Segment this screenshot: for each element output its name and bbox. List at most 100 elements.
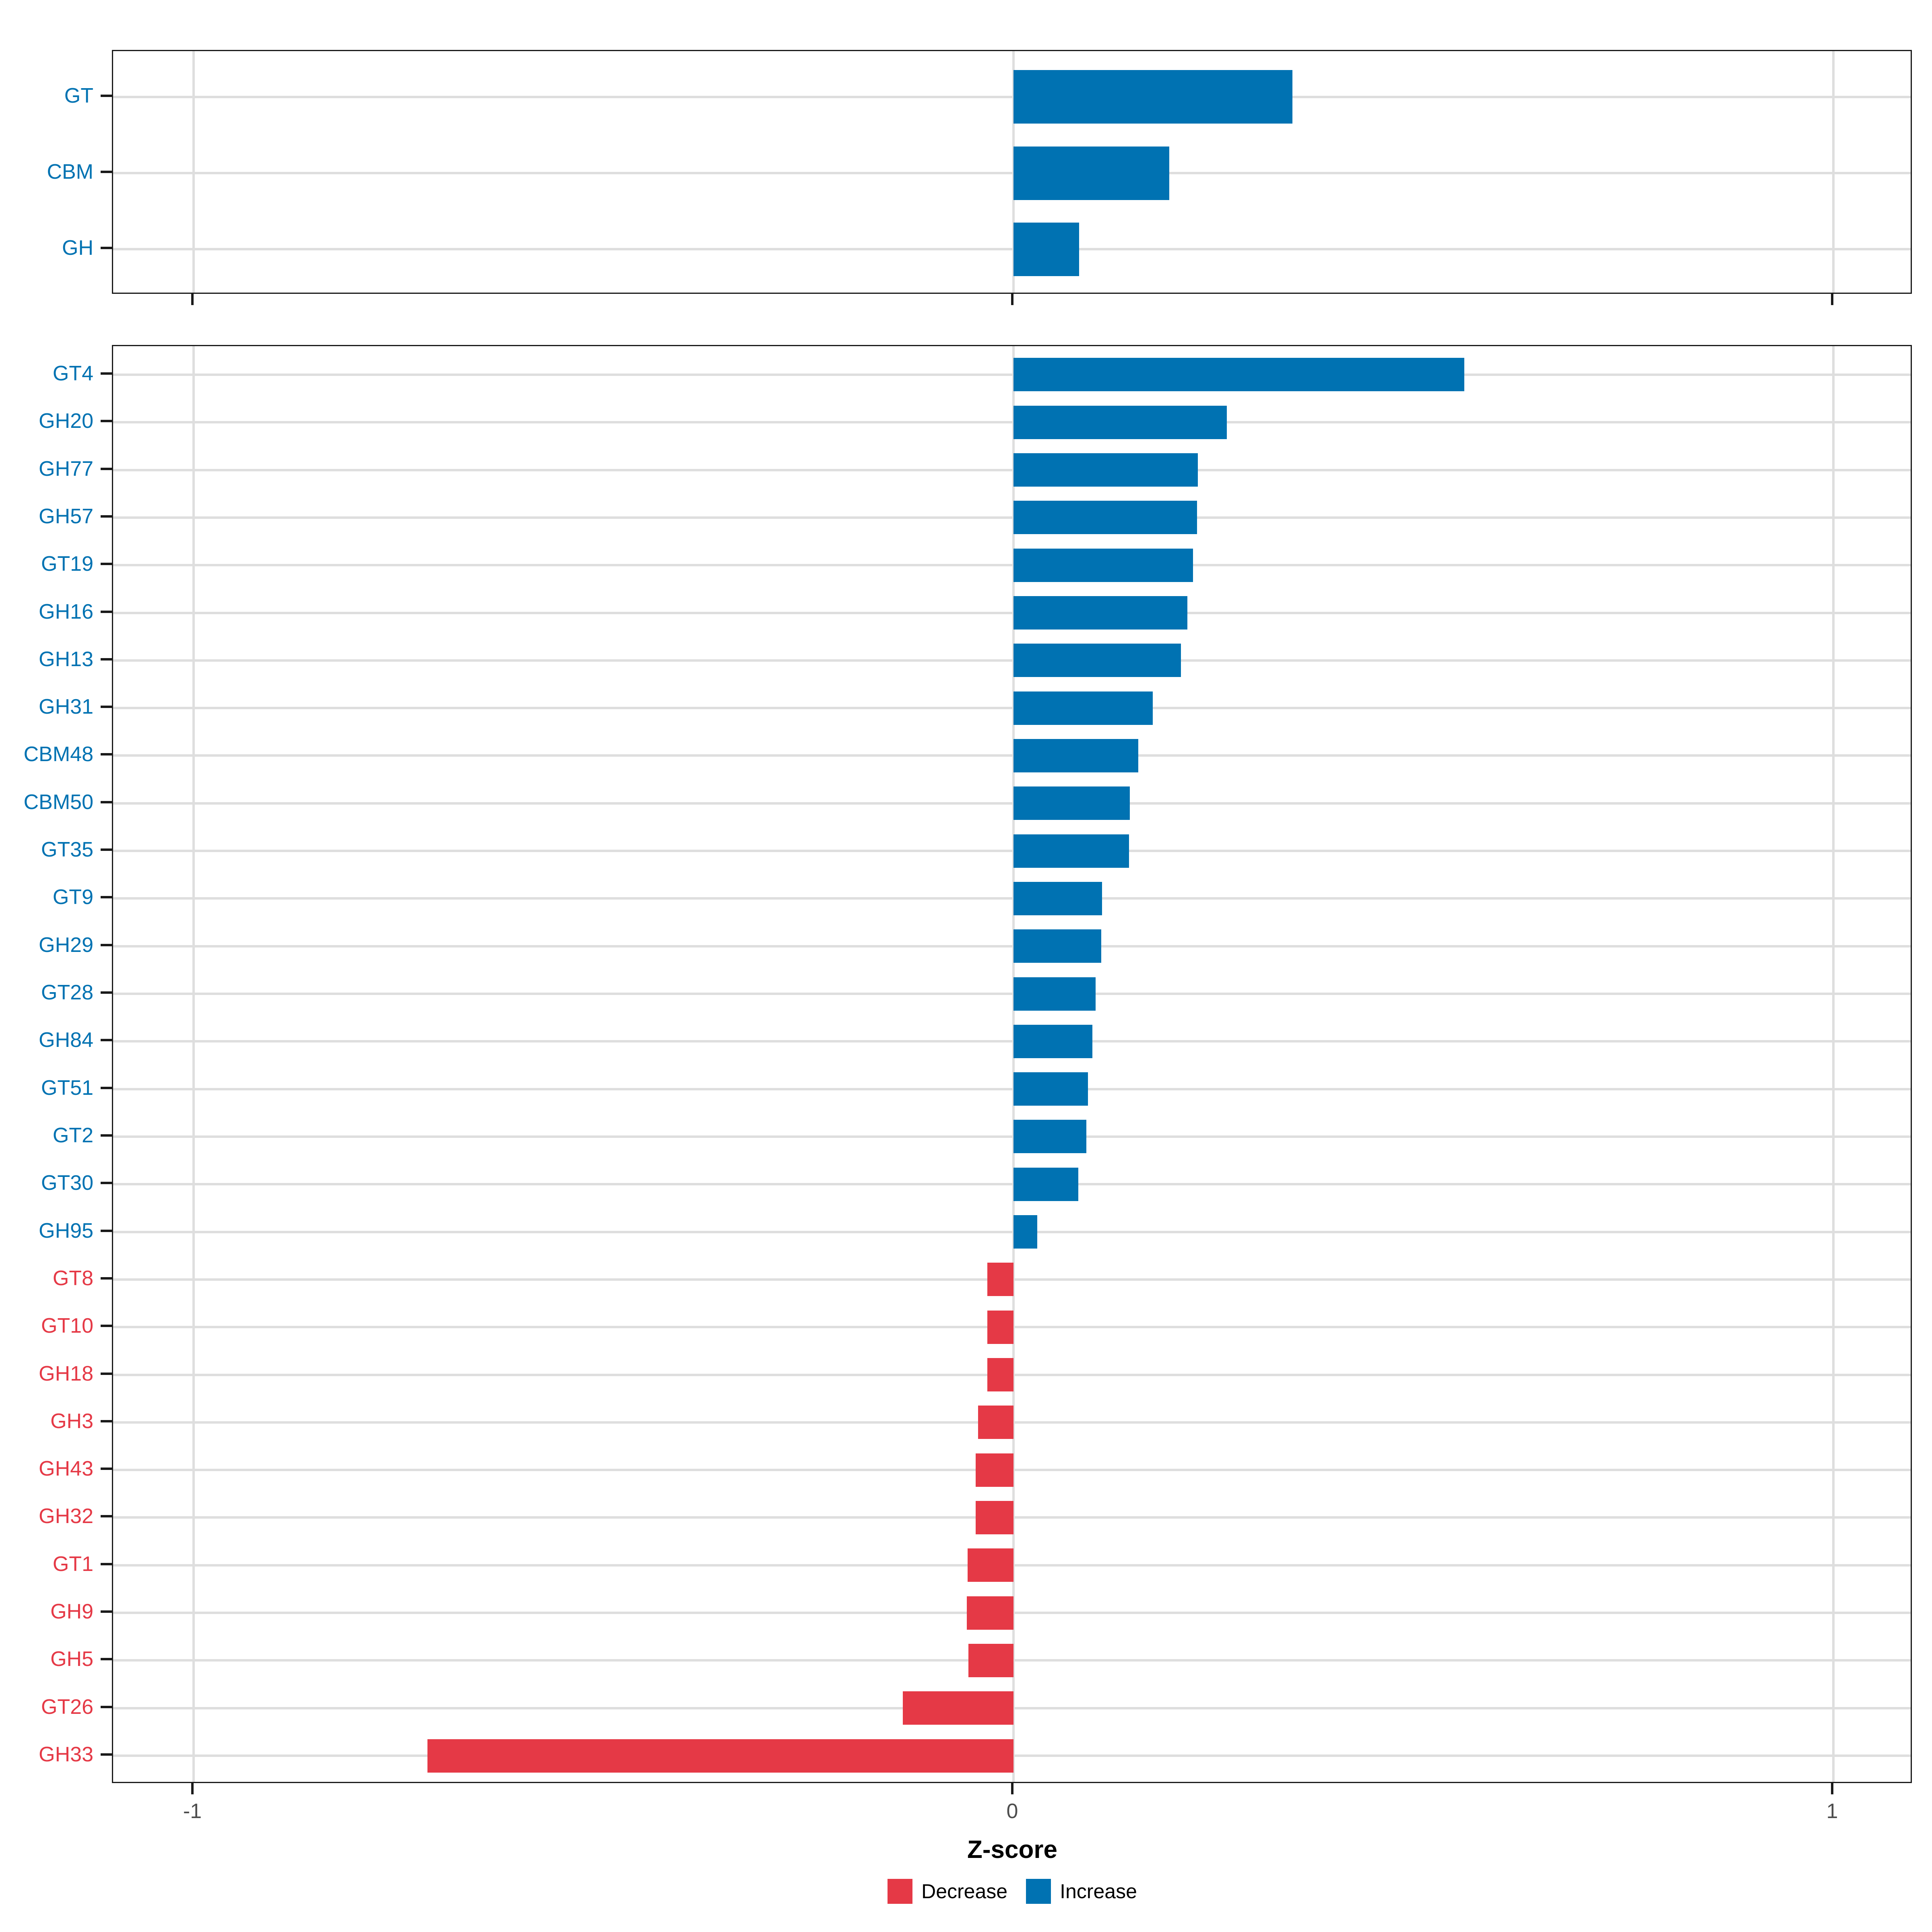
- y-tick-GT9: [101, 896, 112, 899]
- bar-GH18: [987, 1358, 1013, 1392]
- row-gridline-CBM: [113, 172, 1911, 174]
- bar-GH32: [976, 1501, 1013, 1534]
- category-label-GH16: GH16: [39, 600, 93, 623]
- y-tick-GH57: [101, 515, 112, 518]
- x-tick-label--1: -1: [183, 1800, 202, 1823]
- bar-GT4: [1013, 358, 1465, 392]
- category-label-GH57: GH57: [39, 504, 93, 528]
- row-gridline-GH13: [113, 659, 1911, 662]
- row-gridline-GH20: [113, 421, 1911, 424]
- x-tick-0-top: [1011, 294, 1013, 305]
- bar-GH57: [1013, 501, 1197, 535]
- row-gridline-GT4: [113, 373, 1911, 376]
- row-gridline-GT30: [113, 1183, 1911, 1186]
- category-label-GH: GH: [62, 236, 93, 260]
- y-tick-GT1: [101, 1563, 112, 1565]
- bar-GT2: [1013, 1120, 1087, 1154]
- category-label-GH77: GH77: [39, 457, 93, 481]
- row-gridline-GT9: [113, 897, 1911, 900]
- x-axis-title: Z-score: [967, 1836, 1057, 1864]
- increase-swatch-icon: [1026, 1879, 1051, 1904]
- y-tick-GT: [101, 94, 112, 97]
- bar-GH43: [976, 1453, 1013, 1487]
- bar-GH33: [427, 1739, 1013, 1773]
- x-tick-0: [1011, 1783, 1013, 1794]
- y-tick-CBM: [101, 171, 112, 173]
- row-gridline-GH: [113, 248, 1911, 251]
- bar-GH3: [978, 1406, 1013, 1439]
- y-tick-GH: [101, 247, 112, 250]
- vertical-gridline--1: [192, 346, 195, 1782]
- category-label-GH29: GH29: [39, 933, 93, 957]
- category-label-GT30: GT30: [41, 1171, 93, 1195]
- row-gridline-GH84: [113, 1040, 1911, 1043]
- row-gridline-GH29: [113, 945, 1911, 947]
- category-label-GT1: GT1: [52, 1552, 93, 1576]
- y-tick-GT30: [101, 1182, 112, 1185]
- bar-GH20: [1013, 405, 1227, 439]
- category-label-GT8: GT8: [52, 1266, 93, 1290]
- bar-GH95: [1013, 1215, 1038, 1249]
- bar-GH16: [1013, 596, 1187, 630]
- bar-GH31: [1013, 691, 1153, 725]
- x-tick-1-top: [1831, 294, 1833, 305]
- y-tick-GT8: [101, 1277, 112, 1280]
- decrease-swatch-icon: [888, 1879, 913, 1904]
- category-label-GT9: GT9: [52, 886, 93, 909]
- category-label-GH31: GH31: [39, 695, 93, 719]
- y-tick-GH32: [101, 1515, 112, 1518]
- row-gridline-GH16: [113, 611, 1911, 614]
- y-tick-GH43: [101, 1468, 112, 1470]
- category-label-GH13: GH13: [39, 647, 93, 671]
- legend-item-increase: Increase: [1026, 1879, 1137, 1904]
- y-tick-GH33: [101, 1753, 112, 1756]
- y-tick-GT51: [101, 1086, 112, 1089]
- row-gridline-CBM50: [113, 802, 1911, 805]
- row-gridline-GT: [113, 95, 1911, 98]
- x-tick-label-1: 1: [1826, 1800, 1838, 1823]
- bar-GH29: [1013, 929, 1101, 963]
- x-tick--1: [191, 1783, 194, 1794]
- category-label-GT26: GT26: [41, 1695, 93, 1719]
- category-label-GT4: GT4: [52, 361, 93, 385]
- y-tick-GH31: [101, 706, 112, 708]
- bar-CBM50: [1013, 786, 1130, 820]
- y-tick-GH77: [101, 467, 112, 470]
- category-label-CBM48: CBM48: [23, 743, 93, 766]
- y-tick-GH20: [101, 420, 112, 423]
- bottom-panel-family-detail: [112, 345, 1912, 1783]
- category-label-GH18: GH18: [39, 1362, 93, 1385]
- category-label-GT2: GT2: [52, 1123, 93, 1147]
- category-label-GT10: GT10: [41, 1314, 93, 1338]
- category-label-GT28: GT28: [41, 981, 93, 1005]
- row-gridline-GH57: [113, 516, 1911, 519]
- bar-CBM: [1013, 146, 1170, 200]
- bar-GT30: [1013, 1167, 1078, 1201]
- category-label-GT19: GT19: [41, 552, 93, 576]
- bar-GT8: [987, 1263, 1013, 1296]
- y-tick-GH3: [101, 1420, 112, 1422]
- row-gridline-GH31: [113, 707, 1911, 710]
- vertical-gridline-1: [1832, 346, 1835, 1782]
- category-label-CBM50: CBM50: [23, 790, 93, 814]
- x-tick-label-0: 0: [1006, 1800, 1018, 1823]
- category-label-GH3: GH3: [50, 1409, 93, 1433]
- y-tick-GH9: [101, 1610, 112, 1613]
- row-gridline-CBM48: [113, 754, 1911, 757]
- bar-GT9: [1013, 881, 1102, 915]
- vertical-gridline-0: [1012, 346, 1015, 1782]
- y-tick-GH5: [101, 1658, 112, 1661]
- x-tick--1-top: [191, 294, 194, 305]
- category-label-GT: GT: [64, 84, 93, 107]
- y-tick-GH95: [101, 1229, 112, 1232]
- legend-item-decrease: Decrease: [888, 1879, 1007, 1904]
- x-tick-1: [1831, 1783, 1833, 1794]
- y-tick-GH29: [101, 943, 112, 946]
- y-tick-GT19: [101, 563, 112, 566]
- bar-GH84: [1013, 1024, 1092, 1058]
- legend: Decrease Increase: [610, 1879, 1415, 1904]
- bar-GT28: [1013, 977, 1096, 1011]
- row-gridline-GT2: [113, 1135, 1911, 1138]
- y-tick-CBM50: [101, 801, 112, 803]
